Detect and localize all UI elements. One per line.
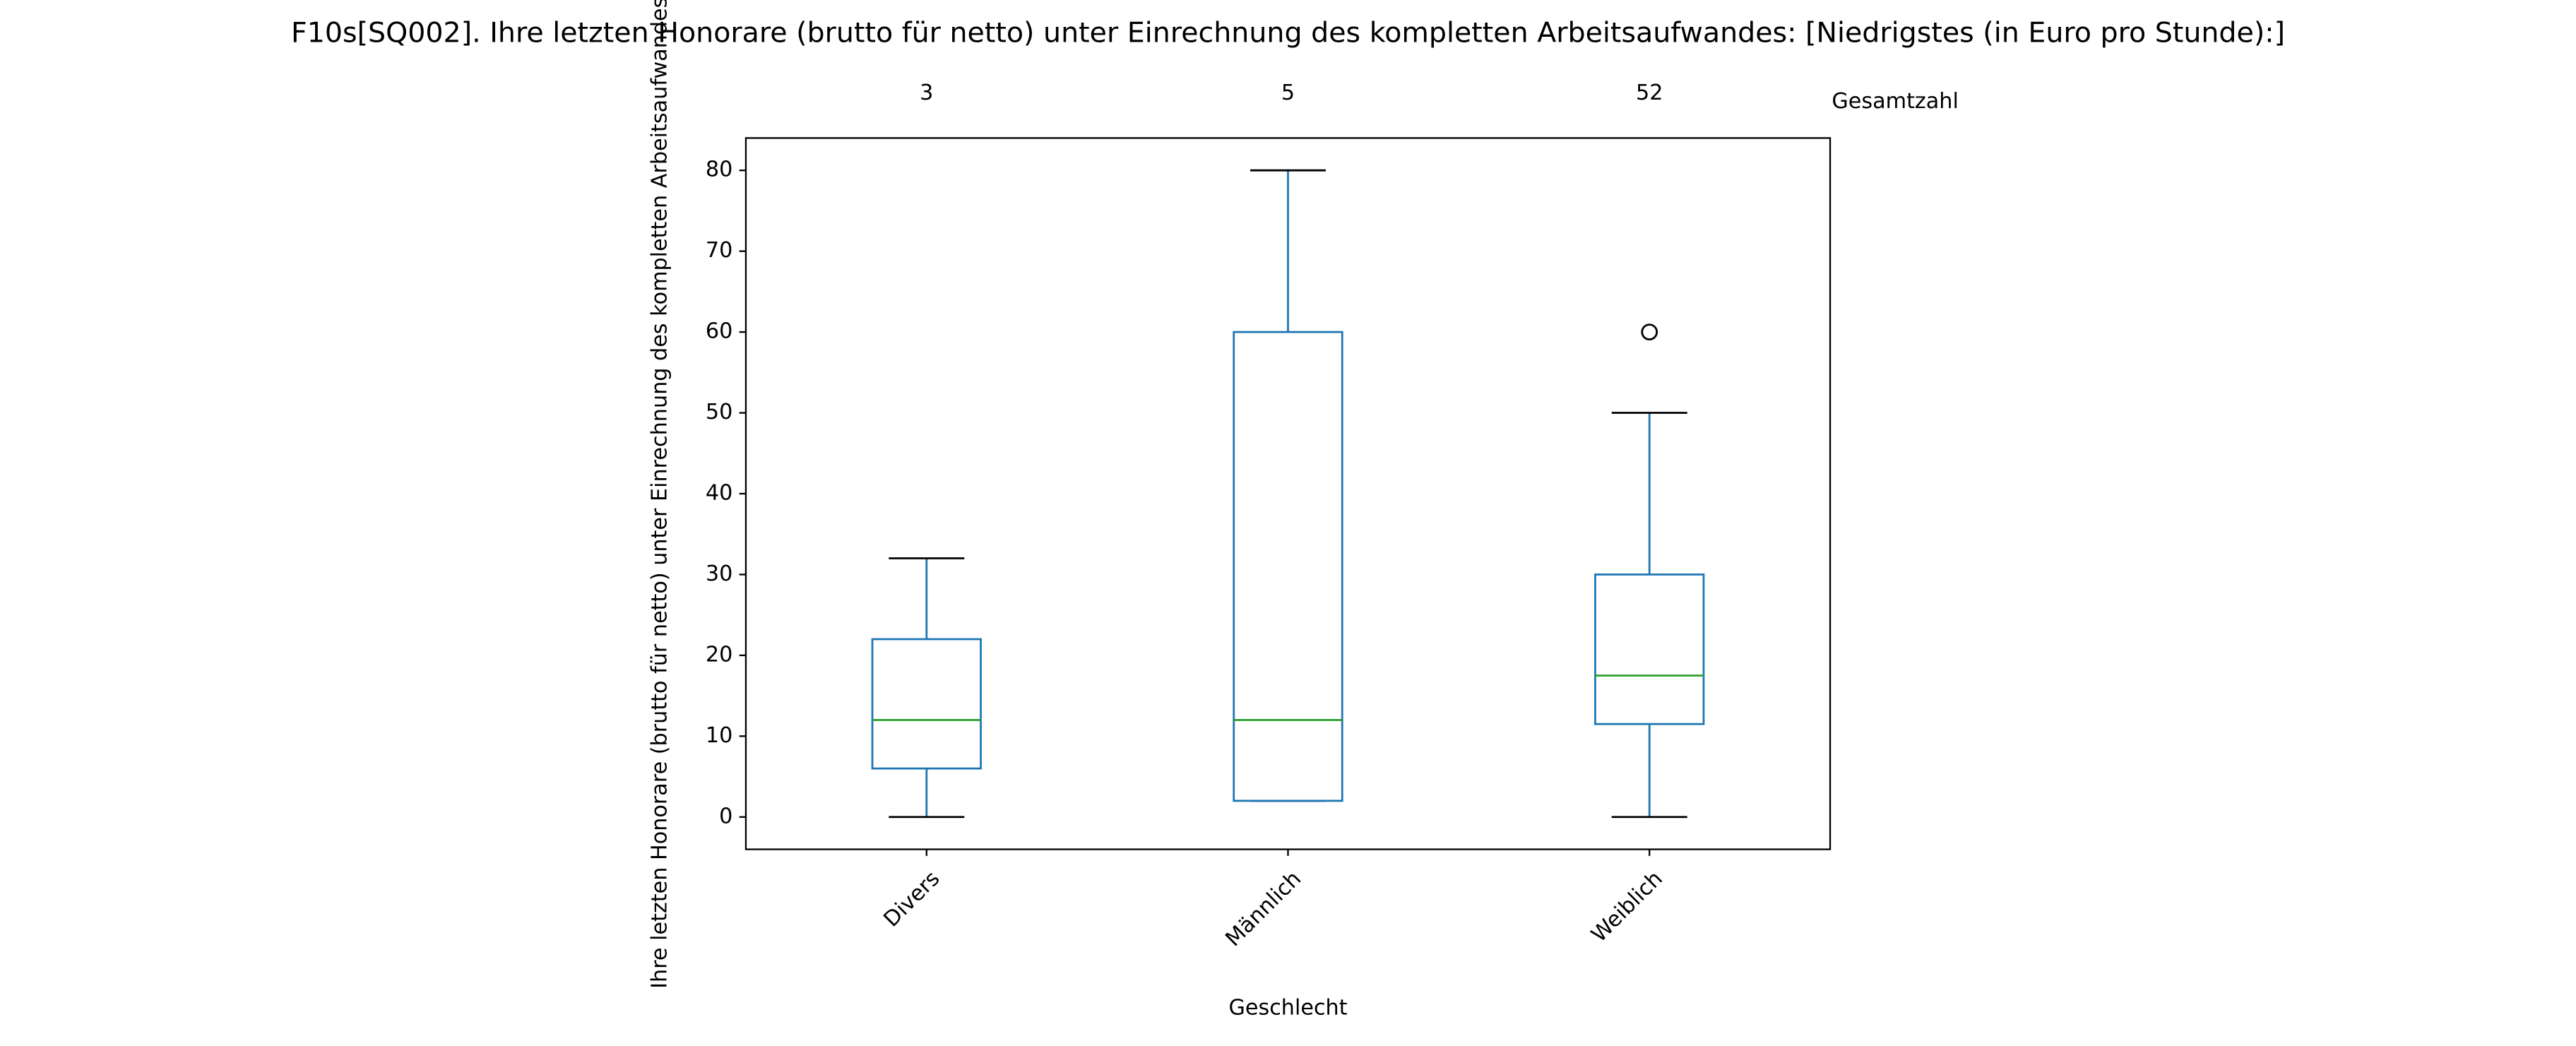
box xyxy=(1594,573,1705,725)
x-tick-label: Männlich xyxy=(1221,867,1307,952)
box xyxy=(871,638,982,770)
y-tick-label: 30 xyxy=(706,561,732,586)
y-tick-label: 40 xyxy=(706,480,732,505)
x-axis-label: Geschlecht xyxy=(1228,996,1347,1021)
chart-title: F10s[SQ002]. Ihre letzten Honorare (brut… xyxy=(291,16,2285,49)
y-tick-label: 20 xyxy=(706,642,732,667)
y-tick-label: 80 xyxy=(706,158,732,182)
y-tick-label: 0 xyxy=(719,804,732,828)
y-tick-label: 60 xyxy=(706,319,732,344)
y-tick-label: 70 xyxy=(706,238,732,263)
count: 3 xyxy=(920,81,933,105)
count: 5 xyxy=(1281,81,1295,105)
count: 52 xyxy=(1636,81,1663,105)
box xyxy=(1233,331,1343,802)
x-tick-label: Weiblich xyxy=(1586,867,1667,947)
outlier xyxy=(1641,323,1658,340)
y-tick-label: 10 xyxy=(706,723,732,748)
y-tick-label: 50 xyxy=(706,400,732,424)
count-label: Gesamtzahl xyxy=(1832,89,1958,114)
y-axis-label: Ihre letzten Honorare (brutto für netto)… xyxy=(648,0,672,989)
x-tick-label: Divers xyxy=(879,867,945,932)
